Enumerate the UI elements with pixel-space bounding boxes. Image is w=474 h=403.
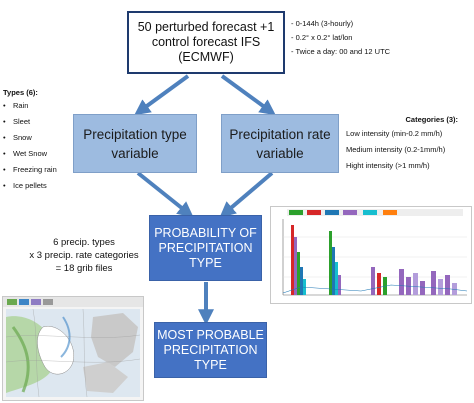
types-title: Types (6): — [3, 87, 73, 98]
ensemble-forecast-box: 50 perturbed forecast +1 control forecas… — [127, 11, 285, 74]
categories-title: Categories (3): — [336, 114, 474, 125]
grib-note: 6 precip. types x 3 precip. rate categor… — [14, 236, 154, 275]
precipitation-rate-box: Precipitation rate variable — [221, 114, 339, 173]
category-item: Low intensity (min-0.2 mm/h) — [336, 128, 474, 139]
europe-map-image — [3, 297, 143, 400]
forecast-note: - 0.2° x 0.2° lat/lon — [291, 32, 471, 43]
precipitation-type-box: Precipitation type variable — [73, 114, 197, 173]
grib-line-2: x 3 precip. rate categories — [14, 249, 154, 262]
types-list: Types (6): Rain Sleet Snow Wet Snow Free… — [3, 87, 73, 191]
most-line-3: TYPE — [194, 358, 227, 373]
type-item: Snow — [3, 132, 73, 143]
most-line-1: MOST PROBABLE — [157, 328, 264, 343]
arrow-type-to-prob — [138, 173, 188, 213]
rate-box-line-2: variable — [256, 144, 303, 163]
type-item: Sleet — [3, 116, 73, 127]
ensemble-line-2: control forecast IFS (ECMWF) — [129, 35, 283, 65]
map-thumbnail — [2, 296, 144, 401]
prob-line-1: PROBABILITY OF — [154, 226, 257, 241]
forecast-notes: - 0-144h (3-hourly) - 0.2° x 0.2° lat/lo… — [291, 18, 471, 57]
most-probable-box: MOST PROBABLE PRECIPITATION TYPE — [154, 322, 267, 378]
probability-box: PROBABILITY OF PRECIPITATION TYPE — [149, 215, 262, 281]
rate-box-line-1: Precipitation rate — [229, 125, 330, 144]
grib-line-1: 6 precip. types — [14, 236, 154, 249]
type-item: Rain — [3, 100, 73, 111]
probability-chart-image — [271, 207, 471, 303]
prob-line-2: PRECIPITATION — [159, 241, 253, 256]
arrow-top-to-type — [140, 76, 188, 111]
category-item: Hight intensity (>1 mm/h) — [336, 160, 474, 171]
type-box-line-1: Precipitation type — [83, 125, 187, 144]
type-box-line-2: variable — [111, 144, 158, 163]
probability-chart-thumbnail — [270, 206, 472, 304]
type-item: Ice pellets — [3, 180, 73, 191]
grib-line-3: = 18 grib files — [14, 262, 154, 275]
category-item: Medium intensity (0.2-1mm/h) — [336, 144, 474, 155]
arrow-top-to-rate — [222, 76, 270, 111]
prob-line-3: TYPE — [189, 256, 222, 271]
forecast-note: - 0-144h (3-hourly) — [291, 18, 471, 29]
categories-list: Categories (3): Low intensity (min-0.2 m… — [336, 114, 474, 171]
type-item: Wet Snow — [3, 148, 73, 159]
type-item: Freezing rain — [3, 164, 61, 175]
ensemble-line-1: 50 perturbed forecast +1 — [138, 20, 275, 35]
most-line-2: PRECIPITATION — [164, 343, 258, 358]
forecast-note: - Twice a day: 00 and 12 UTC — [291, 46, 471, 57]
arrow-rate-to-prob — [225, 173, 272, 213]
